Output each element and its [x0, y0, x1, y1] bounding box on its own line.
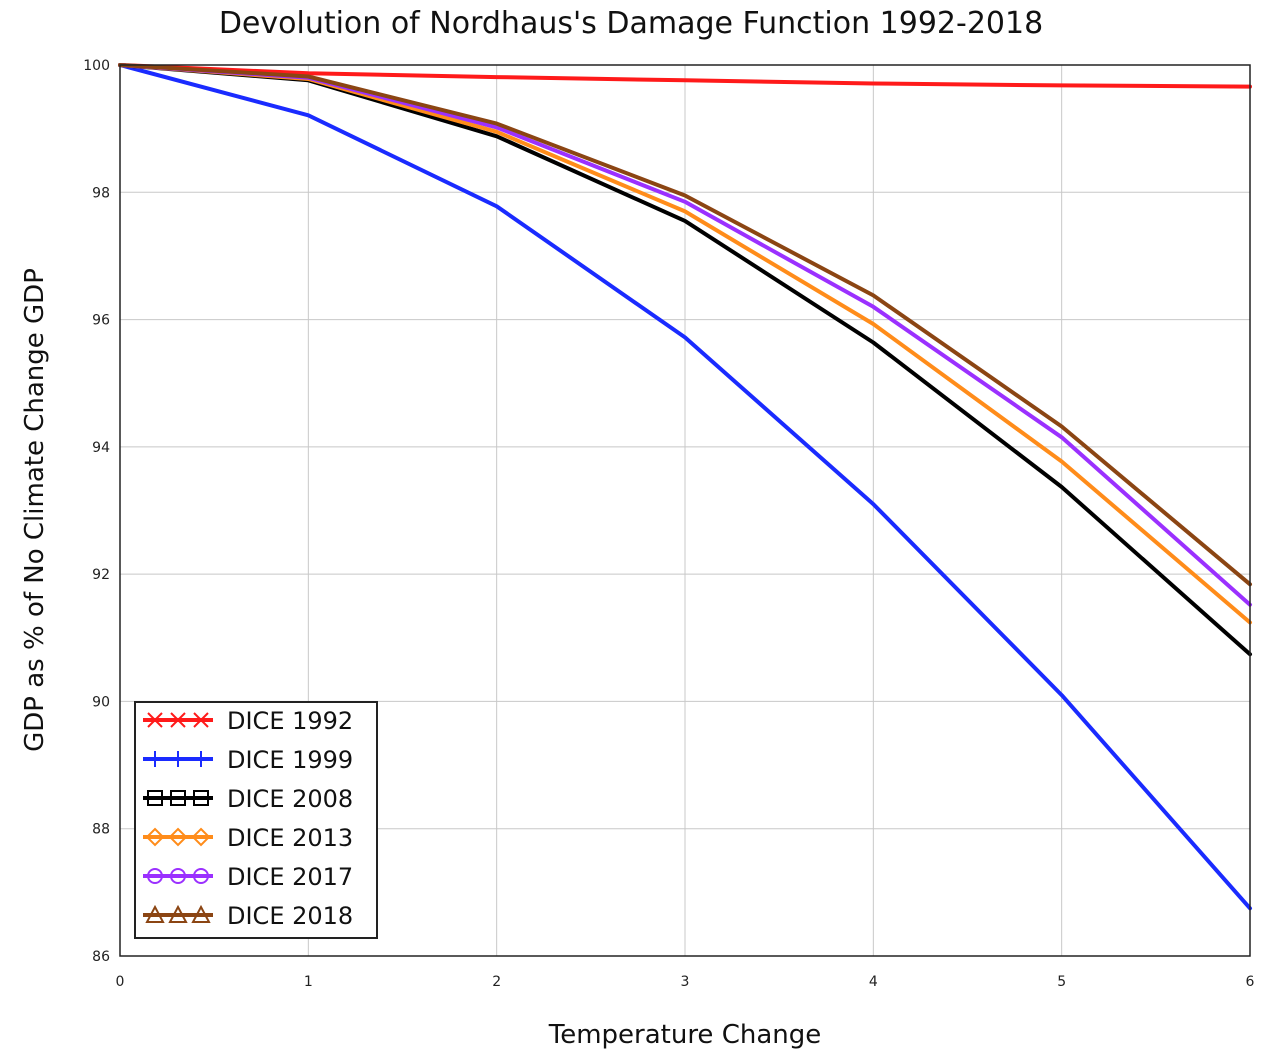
legend-label: DICE 1999 — [227, 746, 353, 774]
chart-title: Devolution of Nordhaus's Damage Function… — [218, 6, 1044, 41]
x-tick-label: 1 — [304, 974, 313, 990]
legend-label: DICE 2018 — [227, 902, 353, 930]
legend-item: DICE 2008 — [143, 785, 353, 813]
x-tick-label: 4 — [869, 974, 878, 990]
legend-marker-icon — [193, 868, 209, 884]
plot-frame — [119, 64, 1251, 957]
x-tick-label: 0 — [116, 974, 125, 990]
legend-marker-icon — [145, 827, 165, 847]
x-tick-label: 5 — [1057, 974, 1066, 990]
y-tick-label: 86 — [92, 949, 110, 965]
legend-box — [134, 701, 378, 939]
legend-marker-icon — [147, 790, 163, 806]
legend: DICE 1992 DICE 1999 DICE 2008 DICE 2013 DICE… — [134, 701, 378, 939]
legend-label: DICE 2008 — [227, 785, 353, 813]
x-axis-label: Temperature Change — [548, 1020, 822, 1050]
series-line-dice-1999 — [118, 63, 1252, 911]
y-tick-label: 92 — [92, 567, 110, 583]
x-tick-label: 2 — [492, 974, 501, 990]
legend-item: DICE 2017 — [143, 863, 353, 891]
legend-marker-icon — [170, 712, 186, 728]
y-tick-label: 94 — [92, 440, 110, 456]
legend-label: DICE 1992 — [227, 707, 353, 735]
legend-marker-icon — [193, 712, 209, 728]
legend-item: DICE 2013 — [143, 824, 353, 852]
y-tick-label: 100 — [83, 58, 110, 74]
legend-marker-icon — [147, 712, 163, 728]
legend-marker-icon — [147, 868, 163, 884]
legend-marker-icon — [170, 868, 186, 884]
legend-marker-icon — [168, 827, 188, 847]
y-tick-label: 96 — [92, 313, 110, 329]
x-tick-label: 3 — [681, 974, 690, 990]
series-line-dice-2018 — [118, 63, 1252, 587]
legend-marker-icon — [193, 790, 209, 806]
y-tick-label: 98 — [92, 185, 110, 201]
legend-marker-icon — [168, 904, 188, 923]
y-tick-label: 88 — [92, 822, 110, 838]
legend-marker-icon — [170, 790, 186, 806]
series-line-dice-1992 — [118, 63, 1252, 89]
series-lines — [118, 63, 1252, 911]
legend-item: DICE 1992 — [143, 707, 353, 735]
legend-item: DICE 1999 — [143, 746, 353, 774]
legend-marker-icon — [145, 904, 165, 923]
legend-marker-icon — [191, 827, 211, 847]
legend-item: DICE 2018 — [143, 902, 353, 930]
legend-label: DICE 2013 — [227, 824, 353, 852]
y-tick-label: 90 — [92, 694, 110, 710]
x-tick-label: 6 — [1246, 974, 1255, 990]
legend-marker-icon — [191, 904, 211, 923]
tick-labels: 0 1 2 3 4 5 6 86 88 90 92 94 96 98 100 — [83, 58, 1254, 990]
legend-label: DICE 2017 — [227, 863, 353, 891]
